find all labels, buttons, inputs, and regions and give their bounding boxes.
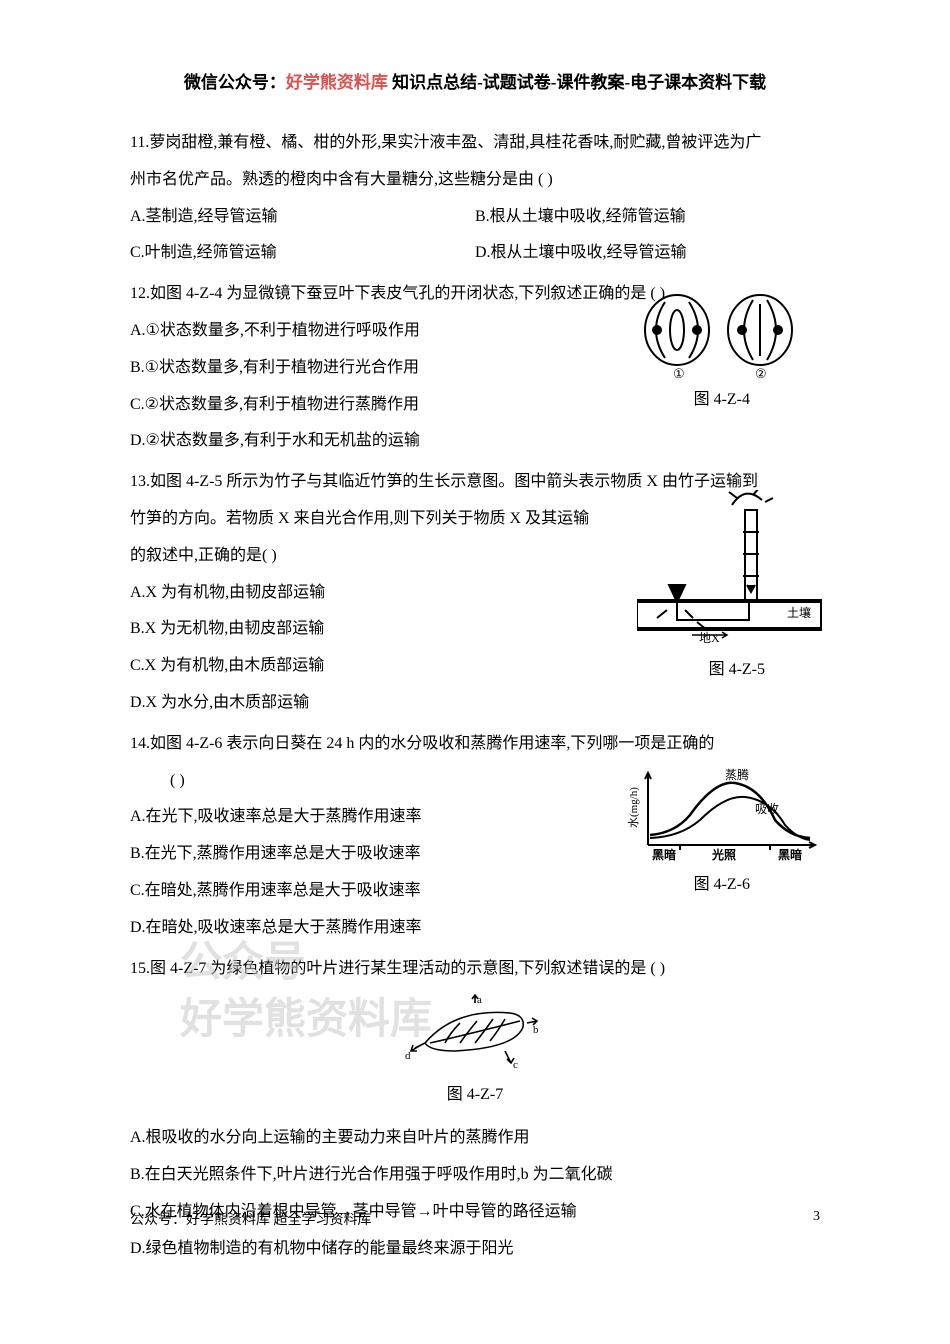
- q11-optC: C.叶制造,经筛管运输: [130, 235, 475, 272]
- fig13-x-label: 地X: [699, 631, 720, 645]
- q15-optD: D.绿色植物制造的有机物中储存的能量最终来源于阳光: [130, 1231, 820, 1268]
- figure-13: 土壤 地X: [637, 490, 822, 655]
- chart-curve1: 蒸腾: [725, 767, 749, 782]
- svg-text:②: ②: [755, 366, 767, 380]
- chart-x3: 黑暗: [778, 847, 802, 862]
- chart-ylabel: 水(mg/h): [627, 787, 640, 828]
- leaf-diagram-icon: a b c d: [405, 993, 545, 1073]
- leaf-label-c: c: [513, 1059, 518, 1071]
- q11-optA: A.茎制造,经导管运输: [130, 199, 475, 236]
- q11-line1: 11.萝岗甜橙,兼有橙、橘、柑的外形,果实汁液丰盈、清甜,具桂花香味,耐贮藏,曾…: [130, 125, 820, 162]
- header-suffix: 资料下载: [698, 73, 766, 92]
- footer-left: 公众号：好学熊资料库 超全学习资料库: [130, 1209, 372, 1229]
- q13-optD: D.X 为水分,由木质部运输: [130, 685, 820, 722]
- chart-x2: 光照: [711, 847, 736, 862]
- q11-optD: D.根从土壤中吸收,经导管运输: [475, 235, 820, 272]
- fig14-label: 图 4-Z-6: [694, 870, 750, 894]
- q14-optD: D.在暗处,吸收速率总是大于蒸腾作用速率: [130, 910, 820, 947]
- q11-line2: 州市名优产品。熟透的橙肉中含有大量糖分,这些糖分是由 ( ): [130, 162, 820, 199]
- header-prefix: 微信公众号：: [184, 73, 286, 92]
- leaf-label-b: b: [533, 1024, 539, 1036]
- fig12-label: 图 4-Z-4: [694, 385, 750, 409]
- q15-text: 15.图 4-Z-7 为绿色植物的叶片进行某生理活动的示意图,下列叙述错误的是 …: [130, 951, 820, 988]
- q11-optB: B.根从土壤中吸收,经筛管运输: [475, 199, 820, 236]
- figure-14: 水(mg/h) 蒸腾 吸收 黑暗 光照 黑暗: [620, 765, 820, 870]
- q11-opts-row2: C.叶制造,经筛管运输 D.根从土壤中吸收,经导管运输: [130, 235, 820, 272]
- bamboo-icon: 土壤 地X: [637, 490, 822, 650]
- q15-optA: A.根吸收的水分向上运输的主要动力来自叶片的蒸腾作用: [130, 1120, 820, 1157]
- fig13-soil-label: 土壤: [787, 605, 811, 620]
- fig13-label: 图 4-Z-5: [709, 655, 765, 679]
- svg-text:①: ①: [673, 366, 685, 380]
- leaf-label-d: d: [405, 1050, 411, 1062]
- chart-x1: 黑暗: [652, 847, 676, 862]
- q12-optD: D.②状态数量多,有利于水和无机盐的运输: [130, 423, 820, 460]
- q14-line1: 14.如图 4-Z-6 表示向日葵在 24 h 内的水分吸收和蒸腾作用速率,下列…: [130, 726, 820, 763]
- leaf-label-a: a: [477, 994, 482, 1006]
- header-red1: 好学熊资料库: [286, 73, 388, 92]
- q15-optB: B.在白天光照条件下,叶片进行光合作用强于呼吸作用时,b 为二氧化碳: [130, 1157, 820, 1194]
- header-mid: 知识点总结-试题试卷-课件教案-电子课本: [388, 73, 698, 92]
- page-header: 微信公众号：好学熊资料库 知识点总结-试题试卷-课件教案-电子课本资料下载: [0, 0, 950, 105]
- fig15-label: 图 4-Z-7: [130, 1077, 820, 1114]
- question-11: 11.萝岗甜橙,兼有橙、橘、柑的外形,果实汁液丰盈、清甜,具桂花香味,耐贮藏,曾…: [130, 125, 820, 272]
- chart-icon: 水(mg/h) 蒸腾 吸收 黑暗 光照 黑暗: [620, 765, 820, 865]
- figure-15: a b c d 图 4-Z-7: [130, 993, 820, 1114]
- content-area: 11.萝岗甜橙,兼有橙、橘、柑的外形,果实汁液丰盈、清甜,具桂花香味,耐贮藏,曾…: [0, 105, 950, 1267]
- figure-12: ① ②: [635, 290, 805, 385]
- chart-curve2: 吸收: [755, 802, 779, 816]
- page-footer: 公众号：好学熊资料库 超全学习资料库 3: [130, 1209, 820, 1229]
- footer-page-number: 3: [813, 1209, 820, 1229]
- stomata-icon: ① ②: [635, 290, 805, 380]
- q11-opts-row1: A.茎制造,经导管运输 B.根从土壤中吸收,经筛管运输: [130, 199, 820, 236]
